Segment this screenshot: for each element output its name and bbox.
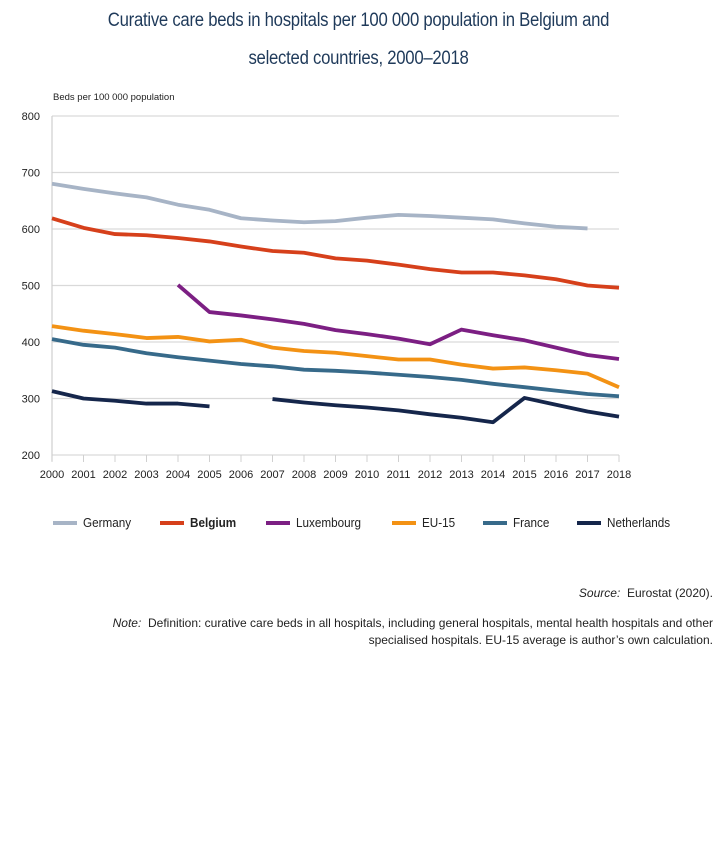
x-tick-label: 2018	[607, 469, 631, 481]
source-label: Source:	[578, 586, 621, 600]
x-tick-label: 2007	[260, 469, 284, 481]
series-line-segment	[51, 181, 588, 231]
series-line-segment	[272, 396, 620, 425]
legend-item: Netherlands	[577, 515, 677, 530]
x-tick-label: 2009	[323, 469, 347, 481]
line-chart: Beds per 100 000 population 200 300 400 500…	[22, 92, 632, 481]
legend-label: Belgium	[190, 515, 237, 530]
legend: Germany Belgium Luxembourg EU-15 France Nethe…	[53, 515, 701, 530]
y-tick-label: 400	[22, 337, 40, 349]
legend-label: France	[512, 515, 550, 530]
x-tick-label: 2006	[229, 469, 253, 481]
series-line-segment	[51, 389, 210, 409]
legend-label: Luxembourg	[295, 515, 361, 530]
series-luxembourg	[176, 283, 620, 361]
chart-title-line-1: Curative care beds in hospitals per 100 …	[107, 10, 610, 31]
source-text: Eurostat (2020).	[626, 586, 713, 600]
legend-label: Germany	[83, 515, 132, 530]
series-belgium	[51, 216, 620, 290]
series-lines	[51, 181, 620, 425]
note-label: Note:	[112, 616, 142, 630]
legend-swatch	[482, 520, 507, 525]
legend-item: EU-15	[392, 515, 459, 530]
series-line-segment	[176, 283, 620, 361]
x-tick-label: 2008	[292, 469, 316, 481]
x-tick-label: 2010	[355, 469, 379, 481]
y-axis-ticks: 200 300 400 500 600 700 800	[22, 111, 40, 462]
legend-item: Belgium	[160, 515, 241, 530]
series-france	[51, 337, 620, 399]
x-tick-label: 2016	[544, 469, 568, 481]
y-tick-label: 500	[22, 281, 40, 293]
x-tick-label: 2011	[387, 469, 411, 481]
legend-item: Germany	[53, 515, 136, 530]
legend-swatch	[53, 520, 77, 525]
x-tick-label: 2001	[71, 469, 95, 481]
gridlines	[51, 115, 619, 461]
x-tick-label: 2002	[103, 469, 127, 481]
series-eu-15	[51, 324, 620, 389]
x-tick-label: 2012	[418, 469, 442, 481]
chart-title-line-2: selected countries, 2000–2018	[248, 48, 469, 69]
x-tick-label: 2004	[166, 469, 190, 481]
y-axis-label: Beds per 100 000 population	[53, 92, 175, 103]
series-line-segment	[51, 324, 620, 389]
legend-label: Netherlands	[607, 515, 671, 530]
legend-swatch	[265, 520, 290, 525]
x-axis-ticks: 2000 2001 2002 2003 2004 2005 2006 2007 2008 2009…	[40, 455, 631, 481]
source-note: Source: Eurostat (2020).	[579, 586, 713, 600]
y-tick-label: 700	[22, 168, 40, 180]
legend-swatch	[160, 520, 185, 525]
series-germany	[51, 181, 588, 231]
x-tick-label: 2005	[197, 469, 221, 481]
x-tick-label: 2003	[134, 469, 158, 481]
y-tick-label: 200	[22, 450, 40, 462]
legend-item: Luxembourg	[265, 515, 368, 530]
x-tick-label: 2014	[481, 469, 505, 481]
x-tick-label: 2017	[575, 469, 599, 481]
legend-label: EU-15	[422, 515, 456, 530]
legend-item: France	[482, 515, 553, 530]
y-tick-label: 300	[22, 394, 40, 406]
y-tick-label: 800	[22, 111, 40, 123]
definition-note: Note: Definition: curative care beds in …	[93, 615, 713, 649]
series-netherlands	[51, 389, 620, 425]
note-text: Definition: curative care beds in all ho…	[147, 616, 713, 647]
x-tick-label: 2000	[40, 469, 64, 481]
legend-swatch	[392, 520, 417, 525]
legend-swatch	[577, 520, 602, 525]
x-tick-label: 2015	[512, 469, 536, 481]
y-tick-label: 600	[22, 224, 40, 236]
x-tick-label: 2013	[449, 469, 473, 481]
